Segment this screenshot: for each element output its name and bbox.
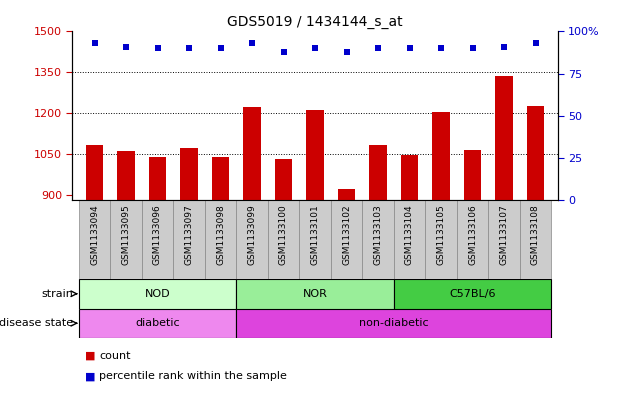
Text: GSM1133095: GSM1133095 [122,204,130,265]
Bar [79,200,110,279]
Text: GSM1133104: GSM1133104 [405,204,414,265]
Bar [520,200,551,279]
Bar [117,151,135,200]
Text: GSM1133102: GSM1133102 [342,204,351,265]
Bar [79,279,236,309]
Text: GSM1133108: GSM1133108 [531,204,540,265]
Point [341,49,352,55]
Bar [394,279,551,309]
Bar [464,150,481,200]
Bar [488,200,520,279]
Text: NOD: NOD [145,289,170,299]
Text: percentile rank within the sample: percentile rank within the sample [99,371,287,381]
Text: GSM1133094: GSM1133094 [90,204,99,265]
Point [404,45,415,51]
Bar [432,112,450,200]
Text: GSM1133100: GSM1133100 [279,204,288,265]
Bar [306,110,324,200]
Bar [142,200,173,279]
Point [184,45,194,51]
Point [499,44,509,50]
Point [436,45,446,51]
Bar [401,155,418,200]
Text: C57BL/6: C57BL/6 [449,289,496,299]
Text: strain: strain [41,289,73,299]
Bar [331,200,362,279]
Bar [495,76,513,200]
Bar [299,200,331,279]
Text: GSM1133096: GSM1133096 [153,204,162,265]
Bar [212,157,229,200]
Bar [369,145,387,200]
Bar [79,309,236,338]
Point [152,45,163,51]
Bar [268,200,299,279]
Text: GSM1133107: GSM1133107 [500,204,508,265]
Bar [236,309,551,338]
Text: ■: ■ [85,351,96,361]
Text: GSM1133097: GSM1133097 [185,204,193,265]
Bar [527,106,544,200]
Bar [173,200,205,279]
Bar [149,157,166,200]
Bar [236,200,268,279]
Bar [394,200,425,279]
Text: NOR: NOR [302,289,328,299]
Point [467,45,478,51]
Text: GSM1133103: GSM1133103 [374,204,382,265]
Bar [338,189,355,200]
Text: GSM1133098: GSM1133098 [216,204,225,265]
Text: GSM1133106: GSM1133106 [468,204,477,265]
Bar [275,159,292,200]
Bar [243,107,261,200]
Title: GDS5019 / 1434144_s_at: GDS5019 / 1434144_s_at [227,15,403,29]
Bar [205,200,236,279]
Bar [457,200,488,279]
Bar [180,148,198,200]
Text: diabetic: diabetic [135,318,180,328]
Point [121,44,131,50]
Point [247,40,257,46]
Text: disease state: disease state [0,318,73,328]
Point [89,40,100,46]
Point [278,49,289,55]
Point [310,45,320,51]
Text: count: count [99,351,130,361]
Text: GSM1133105: GSM1133105 [437,204,445,265]
Point [373,45,383,51]
Text: GSM1133099: GSM1133099 [248,204,256,265]
Point [215,45,226,51]
Text: GSM1133101: GSM1133101 [311,204,319,265]
Bar [86,145,103,200]
Bar [362,200,394,279]
Bar [110,200,142,279]
Text: ■: ■ [85,371,96,381]
Bar [236,279,394,309]
Point [530,40,541,46]
Bar [425,200,457,279]
Text: non-diabetic: non-diabetic [359,318,428,328]
